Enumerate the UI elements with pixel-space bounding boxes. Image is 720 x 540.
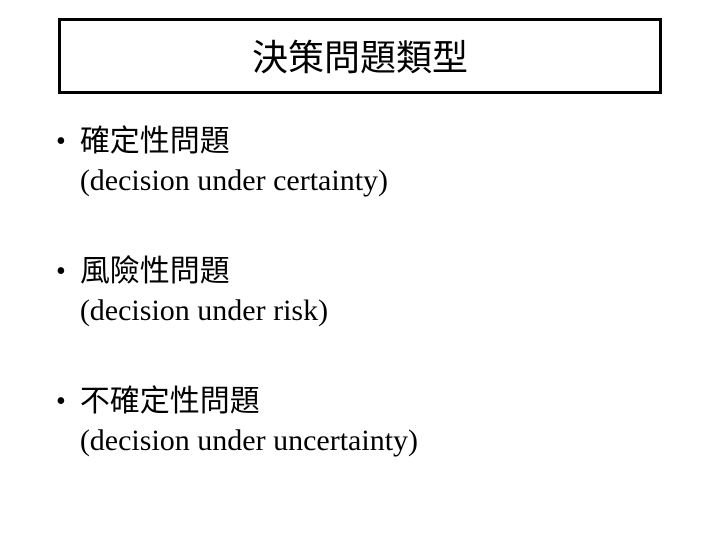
item-heading: 風險性問題 bbox=[80, 252, 328, 292]
item-content: 風險性問題 (decision under risk) bbox=[80, 252, 328, 330]
item-heading: 不確定性問題 bbox=[80, 382, 418, 422]
bullet-icon: • bbox=[56, 382, 66, 422]
item-content: 確定性問題 (decision under certainty) bbox=[80, 122, 388, 200]
list-item: • 風險性問題 (decision under risk) bbox=[56, 252, 672, 330]
item-heading: 確定性問題 bbox=[80, 122, 388, 162]
list-item: • 不確定性問題 (decision under uncertainty) bbox=[56, 382, 672, 460]
title-container: 決策問題類型 bbox=[58, 18, 662, 94]
item-subheading: (decision under certainty) bbox=[80, 162, 388, 200]
bullet-icon: • bbox=[56, 252, 66, 292]
item-subheading: (decision under uncertainty) bbox=[80, 422, 418, 460]
item-subheading: (decision under risk) bbox=[80, 292, 328, 330]
bullet-list: • 確定性問題 (decision under certainty) • 風險性… bbox=[48, 122, 672, 460]
item-content: 不確定性問題 (decision under uncertainty) bbox=[80, 382, 418, 460]
bullet-icon: • bbox=[56, 122, 66, 162]
slide-title: 決策問題類型 bbox=[61, 29, 659, 81]
list-item: • 確定性問題 (decision under certainty) bbox=[56, 122, 672, 200]
